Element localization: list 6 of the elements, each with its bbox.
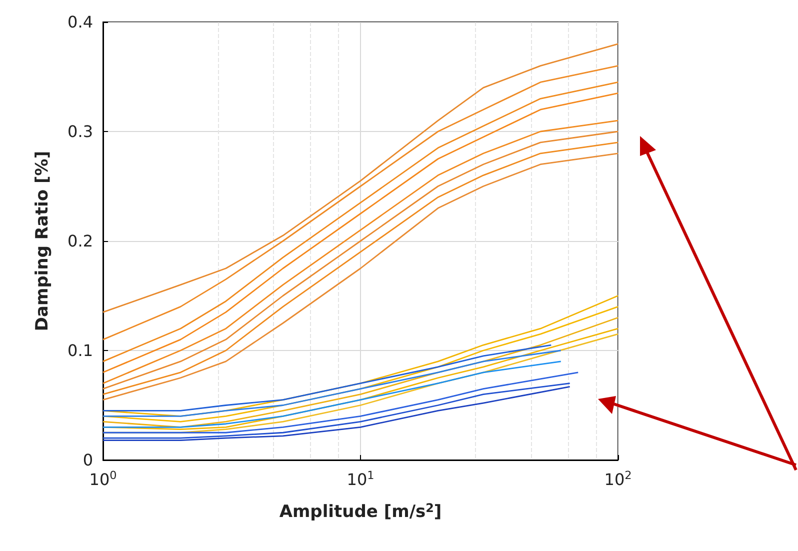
y-tick-label: 0.3 <box>68 122 93 141</box>
y-tick-label: 0.1 <box>68 341 93 360</box>
y-tick-label: 0 <box>82 450 93 470</box>
y-axis-title: Damping Ratio [%] <box>32 150 52 332</box>
y-tick-label: 0.2 <box>68 232 93 250</box>
y-tick-label: 0.4 <box>68 12 93 32</box>
